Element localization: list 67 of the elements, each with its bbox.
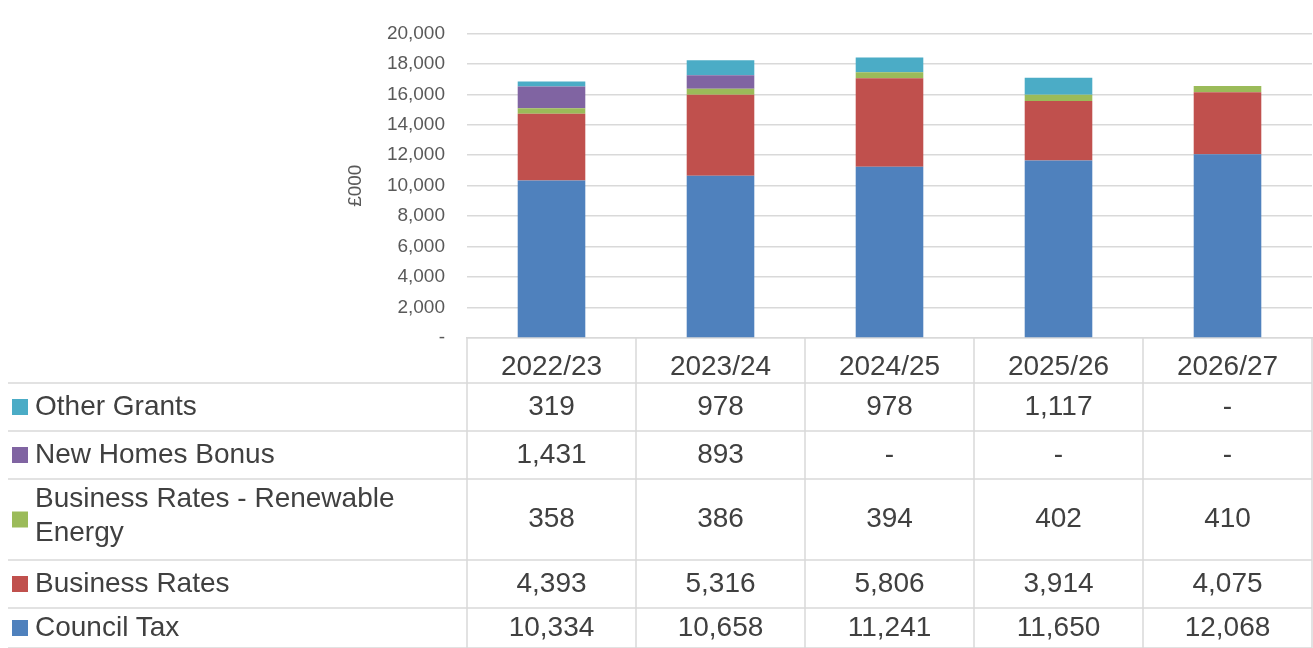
x-tick-label: 2025/26	[1007, 349, 1110, 381]
data-label: 4,075	[1192, 566, 1263, 598]
bar	[517, 86, 586, 109]
bar	[686, 60, 755, 76]
legend-label: Business Rates - Renewable Energy	[35, 481, 395, 547]
data-label: 978	[866, 389, 913, 421]
bar	[517, 113, 586, 181]
bar	[1024, 94, 1093, 101]
data-label: 386	[697, 502, 744, 534]
legend-label: New Homes Bonus	[35, 437, 275, 469]
bar	[855, 166, 924, 338]
y-tick-label: 10,000	[386, 173, 445, 195]
bar	[855, 78, 924, 167]
bar	[855, 72, 924, 79]
data-label: 1,117	[1024, 389, 1093, 421]
data-label: 11,650	[1016, 610, 1101, 642]
bar	[855, 57, 924, 73]
bar	[1024, 77, 1093, 95]
data-label: 10,658	[677, 610, 764, 642]
bar	[686, 94, 755, 176]
y-axis-title: £000	[343, 164, 365, 207]
y-tick-label: 14,000	[386, 113, 445, 135]
x-tick-label: 2026/27	[1176, 349, 1279, 381]
data-label: 319	[528, 389, 575, 421]
bar	[1193, 92, 1262, 155]
data-label: 893	[697, 437, 744, 469]
y-tick-label: 20,000	[386, 21, 445, 43]
data-label: 3,914	[1023, 566, 1094, 598]
legend-label: Business Rates	[35, 566, 230, 598]
bar	[1193, 154, 1262, 338]
data-label: 402	[1035, 502, 1082, 534]
x-tick-label: 2022/23	[500, 349, 603, 381]
y-tick-label: 4,000	[397, 265, 445, 287]
data-label: 1,431	[516, 437, 587, 469]
legend-label: Other Grants	[35, 389, 197, 421]
y-tick-label: 18,000	[386, 52, 445, 74]
data-label: 358	[528, 502, 575, 534]
y-tick-label: 12,000	[386, 143, 445, 165]
text: -	[1222, 389, 1233, 421]
y-tick-label: 16,000	[386, 82, 445, 104]
bar	[1024, 160, 1093, 338]
bar	[686, 175, 755, 338]
data-label: 410	[1204, 502, 1251, 534]
bar	[686, 88, 755, 95]
data-label: 10,334	[508, 610, 595, 642]
bar	[517, 108, 586, 114]
data-label: 12,068	[1184, 610, 1271, 642]
x-tick-label: 2023/24	[669, 349, 772, 381]
data-label: 978	[697, 389, 744, 421]
bar	[1024, 100, 1093, 161]
bar	[1193, 85, 1262, 93]
y-tick-label: 2,000	[397, 295, 445, 317]
y-tick-label: -	[438, 326, 445, 348]
text: -	[1053, 437, 1064, 469]
bar	[686, 75, 755, 89]
legend-label: Council Tax	[35, 610, 180, 642]
data-label: 11,241	[847, 610, 932, 642]
text: -	[884, 437, 895, 469]
bar	[517, 180, 586, 338]
data-label: 4,393	[516, 566, 587, 598]
x-tick-label: 2024/25	[838, 349, 941, 381]
data-label: 394	[866, 502, 913, 534]
data-label: 5,316	[685, 566, 756, 598]
y-tick-label: 6,000	[397, 234, 445, 256]
data-label: 5,806	[854, 566, 925, 598]
text: -	[1222, 437, 1233, 469]
y-tick-label: 8,000	[397, 204, 445, 226]
